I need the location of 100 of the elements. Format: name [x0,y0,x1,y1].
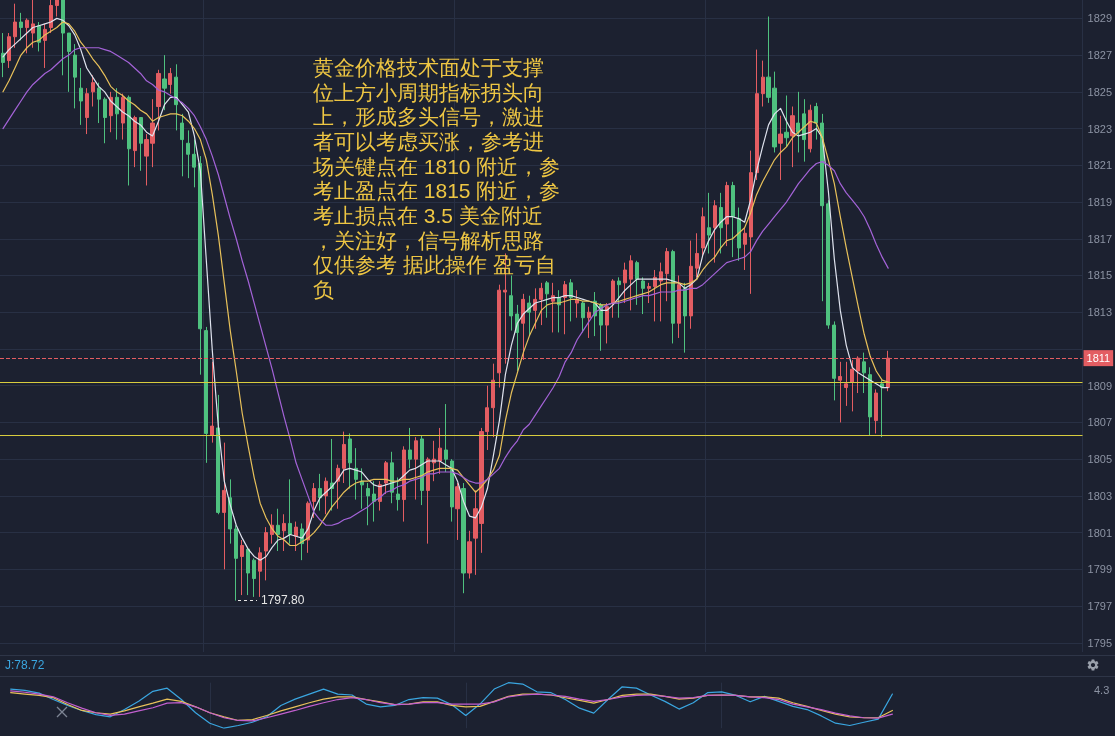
candlestick [455,482,460,541]
candlestick [342,431,346,484]
candlestick [37,21,41,52]
candlestick [844,361,848,407]
candlestick [438,427,442,475]
candlestick [587,306,591,339]
candlestick [563,280,567,335]
candlestick [180,113,184,177]
candlestick [396,477,400,512]
candlestick [731,181,735,258]
candlestick [450,458,454,523]
candlestick [336,464,340,510]
candlestick [288,478,292,545]
candlestick [802,98,806,163]
y-tick-label: 1797 [1087,600,1113,613]
candlestick [31,0,35,49]
candlestick [372,480,376,523]
y-tick-label: 1815 [1087,269,1113,282]
candlestick [695,232,699,278]
candlestick [402,445,406,523]
text: 4.3 [1094,683,1110,696]
candlestick [838,361,842,423]
candlestick [743,227,747,271]
candlestick [79,67,83,126]
candlestick [635,260,639,306]
candlestick [784,95,789,148]
candlestick [641,276,645,315]
candlestick [629,254,633,311]
annotation: 1797.80 [261,593,305,607]
y-tick-label: 1827 [1087,49,1113,62]
candlestick [186,129,190,179]
candlestick [210,361,214,444]
candlestick [97,82,101,124]
candlestick [653,269,657,322]
candlestick [67,32,71,93]
candlestick [527,295,531,337]
y-tick-label: 1805 [1087,453,1113,466]
candlestick [174,63,178,131]
y-tick-label: 1823 [1087,122,1113,135]
candlestick [874,388,878,434]
candlestick [252,557,256,598]
candlestick [91,74,95,108]
candlestick [414,436,418,501]
candlestick [109,91,113,133]
candlestick [7,32,11,69]
candlestick [264,526,268,581]
candlestick [354,447,358,501]
candlestick [103,96,107,144]
candlestick [240,539,244,596]
candlestick [533,287,537,330]
candlestick [162,54,167,111]
y-tick-label: 1803 [1087,489,1113,502]
candlestick [420,434,424,506]
candlestick [13,3,17,49]
y-tick-label: 1795 [1087,636,1113,649]
candlestick [814,102,818,141]
candlestick [121,93,125,141]
candlestick [324,477,328,515]
candlestick [234,524,238,602]
y-tick-label: 1817 [1087,232,1113,245]
y-tick-label: 1809 [1087,379,1113,392]
candlestick [282,513,286,552]
candlestick [1,32,5,78]
candlestick [276,508,280,552]
candlestick [820,113,824,302]
candlestick [348,432,352,490]
candlestick [551,282,555,333]
candlestick [318,473,322,512]
candlestick [25,17,29,54]
candlestick [294,521,298,552]
candlestick [790,106,795,168]
candlestick [258,546,262,598]
candlestick [73,43,77,109]
ref-line-label: 1811 [1086,352,1111,365]
y-tick-label: 1813 [1087,306,1113,319]
y-tick-label: 1829 [1087,12,1113,25]
candlestick [408,427,412,469]
candlestick [707,192,711,254]
candlestick [808,104,812,153]
candlestick [222,442,226,570]
candlestick [796,91,800,153]
candlestick [127,95,131,186]
candlestick [617,276,621,319]
candlestick [599,302,603,352]
candlestick [755,49,759,181]
candlestick [778,115,783,181]
candlestick [880,379,884,438]
candlestick [677,274,681,339]
y-tick-label: 1825 [1087,85,1113,98]
y-tick-label: 1807 [1087,416,1113,429]
candlestick [683,282,687,354]
candlestick [671,249,675,344]
candlestick [55,0,59,18]
candlestick [461,482,466,594]
candlestick [133,115,137,168]
candlestick [581,300,585,333]
candlestick [725,181,729,247]
candlestick [539,282,543,326]
candlestick [509,274,513,332]
candlestick [85,87,89,135]
